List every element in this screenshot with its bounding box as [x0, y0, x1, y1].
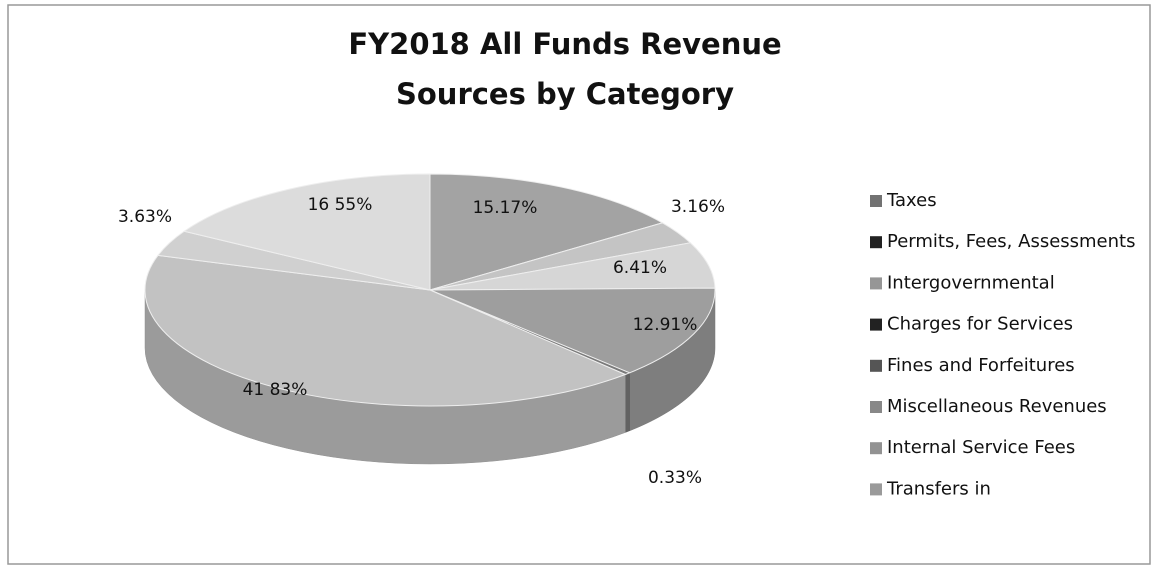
legend-swatch: [870, 318, 882, 331]
legend-label: Internal Service Fees: [887, 437, 1075, 458]
legend-swatch: [870, 442, 882, 455]
slice: [183, 173, 431, 291]
legend-label: Taxes: [886, 190, 937, 211]
legend-swatch: [870, 401, 882, 413]
chart-title: Sources by Category: [396, 77, 734, 111]
data-label: 41 83%: [243, 380, 308, 400]
legend-label: Fines and Forfeitures: [887, 355, 1075, 376]
legend-swatch: [870, 236, 882, 249]
chart-title: FY2018 All Funds Revenue: [348, 27, 781, 61]
slice: [429, 173, 664, 291]
data-label: 12.91%: [633, 315, 698, 335]
data-label: 16 55%: [308, 195, 373, 215]
legend-label: Charges for Services: [887, 314, 1073, 335]
data-label: 15.17%: [473, 198, 538, 218]
data-label: 3.63%: [118, 207, 172, 227]
slice: [429, 287, 716, 374]
legend-swatch: [870, 195, 882, 207]
legend-label: Transfers in: [886, 478, 991, 499]
legend-label: Miscellaneous Revenues: [887, 396, 1107, 417]
data-label: 3.16%: [671, 197, 725, 217]
legend-swatch: [870, 483, 882, 496]
slice: [144, 254, 627, 407]
legend-label: Permits, Fees, Assessments: [887, 231, 1135, 252]
slice: [429, 242, 716, 291]
legend-label: Intergovernmental: [887, 272, 1055, 293]
legend-swatch: [870, 277, 882, 290]
legend-swatch: [870, 359, 882, 372]
data-label: 6.41%: [613, 258, 667, 278]
slice-side: [625, 372, 630, 433]
data-label: 0.33%: [648, 468, 702, 488]
